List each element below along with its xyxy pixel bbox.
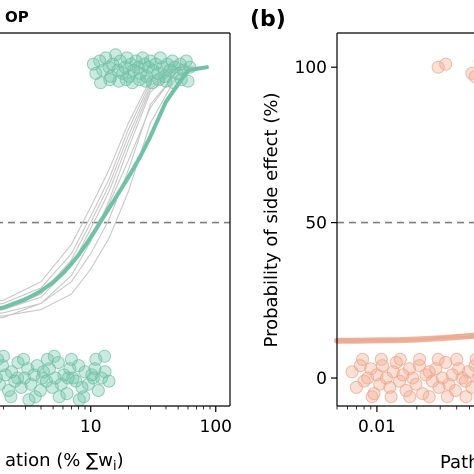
data-point xyxy=(384,390,398,404)
data-point xyxy=(413,352,427,366)
data-point xyxy=(4,390,18,404)
data-point xyxy=(47,349,61,363)
data-point xyxy=(468,70,474,83)
data-point xyxy=(459,390,473,404)
y-axis-label: Probability of side effect (%) xyxy=(261,93,282,348)
data-point xyxy=(40,352,54,366)
data-point xyxy=(403,390,417,404)
fit-curve xyxy=(0,65,209,311)
x-axis-label-subscript: i xyxy=(113,459,117,474)
fit-curve xyxy=(334,332,474,344)
bootstrap-curve xyxy=(0,66,204,311)
data-point xyxy=(98,349,112,363)
data-point xyxy=(102,374,116,388)
data-point xyxy=(439,57,453,71)
panel-title: OP xyxy=(5,8,29,26)
data-point xyxy=(0,349,10,363)
data-point xyxy=(399,384,413,397)
data-point xyxy=(422,390,436,404)
data-point xyxy=(393,374,406,388)
bootstrap-curve xyxy=(0,66,204,314)
data-point xyxy=(406,371,420,385)
data-point xyxy=(365,390,379,404)
data-point xyxy=(17,352,30,366)
data-point xyxy=(35,371,49,385)
data-point xyxy=(465,380,474,394)
data-point xyxy=(125,76,139,90)
data-point xyxy=(11,371,25,385)
data-point xyxy=(61,371,75,385)
y-tick-label: 50 xyxy=(305,214,327,234)
data-point xyxy=(431,60,445,74)
data-point xyxy=(86,371,100,385)
panel-label: (b) xyxy=(250,7,286,32)
x-axis-label: ation (% ∑wi) xyxy=(5,450,124,474)
panel-b: 0.01 0 50 100 (b) Pathw Probability of side ef… xyxy=(250,7,474,473)
data-point xyxy=(52,390,66,404)
bootstrap-curve xyxy=(0,66,204,317)
bootstrap-curve xyxy=(0,66,204,305)
data-point xyxy=(393,352,407,366)
x-tick-label: 100 xyxy=(200,417,232,437)
data-point xyxy=(431,352,445,366)
data-point xyxy=(356,352,370,366)
data-point xyxy=(72,393,86,407)
data-point xyxy=(383,380,397,394)
data-point xyxy=(173,57,187,71)
data-point xyxy=(60,387,74,401)
data-point xyxy=(22,393,36,407)
x-axis-label: Pathw xyxy=(440,452,474,473)
bootstrap-curve xyxy=(0,66,204,302)
data-point xyxy=(28,390,42,404)
x-axis-label-main: ation (% ∑w xyxy=(5,450,113,471)
data-point xyxy=(409,377,423,391)
data-point xyxy=(374,352,388,366)
x-axis-label-tail: ) xyxy=(117,450,124,471)
panel-a: 110100OPation (% ∑wi) xyxy=(0,8,232,474)
x-tick-label: 0.01 xyxy=(358,417,396,437)
data-point xyxy=(461,365,474,379)
data-point xyxy=(469,353,474,366)
data-point xyxy=(145,76,159,90)
data-point xyxy=(91,384,105,397)
data-point xyxy=(416,387,430,401)
data-point xyxy=(64,352,78,366)
data-point xyxy=(179,54,193,68)
data-point xyxy=(0,368,12,382)
data-point xyxy=(440,390,454,404)
data-point xyxy=(450,352,464,366)
x-tick-label: 10 xyxy=(80,417,102,437)
data-point xyxy=(119,73,133,87)
y-tick-label: 100 xyxy=(295,58,327,78)
bootstrap-curve xyxy=(0,66,204,308)
y-tick-label: 0 xyxy=(316,369,327,389)
bootstrap-curve xyxy=(0,66,204,311)
data-point xyxy=(468,359,474,373)
